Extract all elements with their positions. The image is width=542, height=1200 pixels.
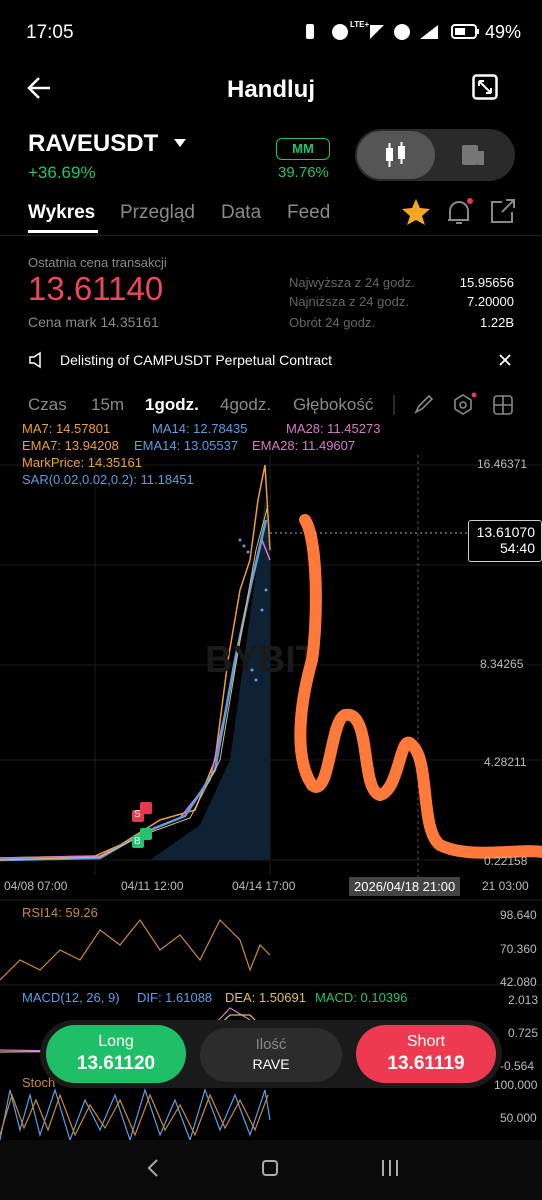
qty-label: Ilość: [255, 1036, 287, 1053]
tab-icons[interactable]: [400, 196, 520, 228]
interval[interactable]: 15m: [91, 395, 125, 414]
book-icon[interactable]: [460, 143, 486, 167]
expand-button[interactable]: [472, 74, 498, 100]
indicator: EMA14: 13.05537: [134, 438, 239, 453]
stat-label: Najniższa z 24 godz.: [289, 294, 409, 309]
indicator: SAR(0.02,0.02,0.2): 11.18451: [22, 472, 194, 487]
tab[interactable]: Przegląd: [120, 202, 195, 223]
back-button[interactable]: [26, 75, 54, 101]
tab[interactable]: Wykres: [28, 202, 96, 223]
crosshair-time: 2026/04/18 21:00: [349, 877, 461, 896]
tab-underline: [28, 230, 98, 233]
last-price: 13.61140: [28, 270, 164, 307]
interval[interactable]: Głębokość: [293, 395, 374, 414]
stat-value: 15.95656: [459, 275, 514, 290]
interval[interactable]: 4godz.: [220, 395, 272, 414]
interval[interactable]: 1godz.: [145, 395, 199, 414]
indicator: MA14: 12.78435: [152, 421, 248, 436]
chart-view[interactable]: [357, 131, 435, 179]
stoch-axis: 100.000: [494, 1078, 538, 1092]
price-label: Ostatnia cena transakcji: [28, 255, 167, 270]
macd-axis: -0.564: [500, 1059, 535, 1073]
mm-badge: MM: [276, 138, 330, 160]
y-label: 0.22158: [484, 854, 528, 868]
chart-tools[interactable]: [392, 392, 517, 418]
rsi-axis: 98.640: [500, 908, 537, 922]
sell-marker: S: [134, 809, 141, 820]
stat-value: 1.22B: [480, 315, 514, 330]
x-label: 21 03:00: [482, 879, 529, 893]
long-button[interactable]: Long 13.61120: [46, 1025, 186, 1083]
battery: 49%: [485, 22, 522, 42]
status-icons: [306, 24, 438, 40]
indicator: MA28: 11.45273: [286, 421, 381, 436]
stat-label: Obrót 24 godz.: [289, 315, 375, 330]
change: +36.69%: [28, 163, 96, 182]
long-label: Long: [98, 1033, 134, 1050]
long-price: 13.61120: [76, 1053, 156, 1074]
macd-axis: 2.013: [508, 993, 539, 1007]
x-label: 04/11 12:00: [121, 879, 184, 893]
x-label: 04/14 17:00: [232, 879, 296, 893]
qty-unit: RAVE: [252, 1056, 290, 1072]
stoch-label: Stoch: [22, 1075, 56, 1090]
dropdown-icon[interactable]: [173, 138, 187, 148]
rsi-label: RSI14: 59.26: [22, 905, 98, 920]
mm-value: 39.76%: [278, 164, 329, 181]
macd-value: MACD: 0.10396: [315, 990, 408, 1005]
qty-button[interactable]: Ilość RAVE: [200, 1028, 342, 1082]
x-label: 04/08 07:00: [4, 879, 68, 893]
watermark: BYBIT: [205, 639, 319, 681]
price-tag: 13.61070 54:40: [468, 520, 542, 562]
indicator: MarkPrice: 14.35161: [22, 455, 142, 470]
short-label: Short: [406, 1033, 446, 1050]
indicator: MA7: 14.57801: [22, 421, 111, 436]
close-notice[interactable]: [498, 353, 512, 367]
divider: [0, 235, 542, 236]
interval[interactable]: Czas: [28, 395, 67, 414]
chart-area: BYBIT: [0, 455, 542, 1142]
tab[interactable]: Data: [221, 202, 262, 223]
price-tag-value: 13.61070: [476, 524, 535, 540]
candle-icon: [386, 142, 405, 167]
indicator: EMA28: 11.49607: [252, 438, 356, 453]
stoch-axis: 50.000: [500, 1111, 537, 1125]
stat-value: 7.20000: [467, 294, 514, 309]
macd-axis: 0.725: [508, 1026, 539, 1040]
indicator: EMA7: 13.94208: [22, 438, 119, 453]
countdown: 54:40: [499, 540, 535, 556]
y-label: 4.28211: [484, 755, 527, 769]
rsi-axis: 42.080: [500, 975, 537, 989]
symbol[interactable]: RAVEUSDT: [28, 130, 159, 157]
notice[interactable]: Delisting of CAMPUSDT Perpetual Contract: [60, 352, 333, 368]
rsi-axis: 70.360: [500, 942, 537, 956]
time: 17:05: [26, 22, 74, 43]
network: LTE+: [350, 20, 370, 29]
macd-dea: DEA: 1.50691: [225, 990, 306, 1005]
battery-icon: [451, 24, 479, 39]
speaker-icon: [29, 351, 41, 369]
page-title: Handluj: [227, 76, 315, 103]
y-label: 8.34265: [480, 657, 524, 671]
short-price: 13.61119: [387, 1053, 465, 1074]
macd-dif: DIF: 1.61088: [137, 990, 213, 1005]
macd-label: MACD(12, 26, 9): [22, 990, 120, 1005]
y-label: 16.46371: [477, 457, 528, 471]
mark-price: Cena mark 14.35161: [28, 314, 159, 330]
stat-label: Najwyższa z 24 godz.: [289, 275, 415, 290]
nav-buttons[interactable]: [140, 1157, 410, 1179]
buy-marker: B: [134, 836, 141, 847]
tab[interactable]: Feed: [287, 202, 331, 223]
nav-bar: [0, 1140, 542, 1200]
short-button[interactable]: Short 13.61119: [356, 1025, 496, 1083]
